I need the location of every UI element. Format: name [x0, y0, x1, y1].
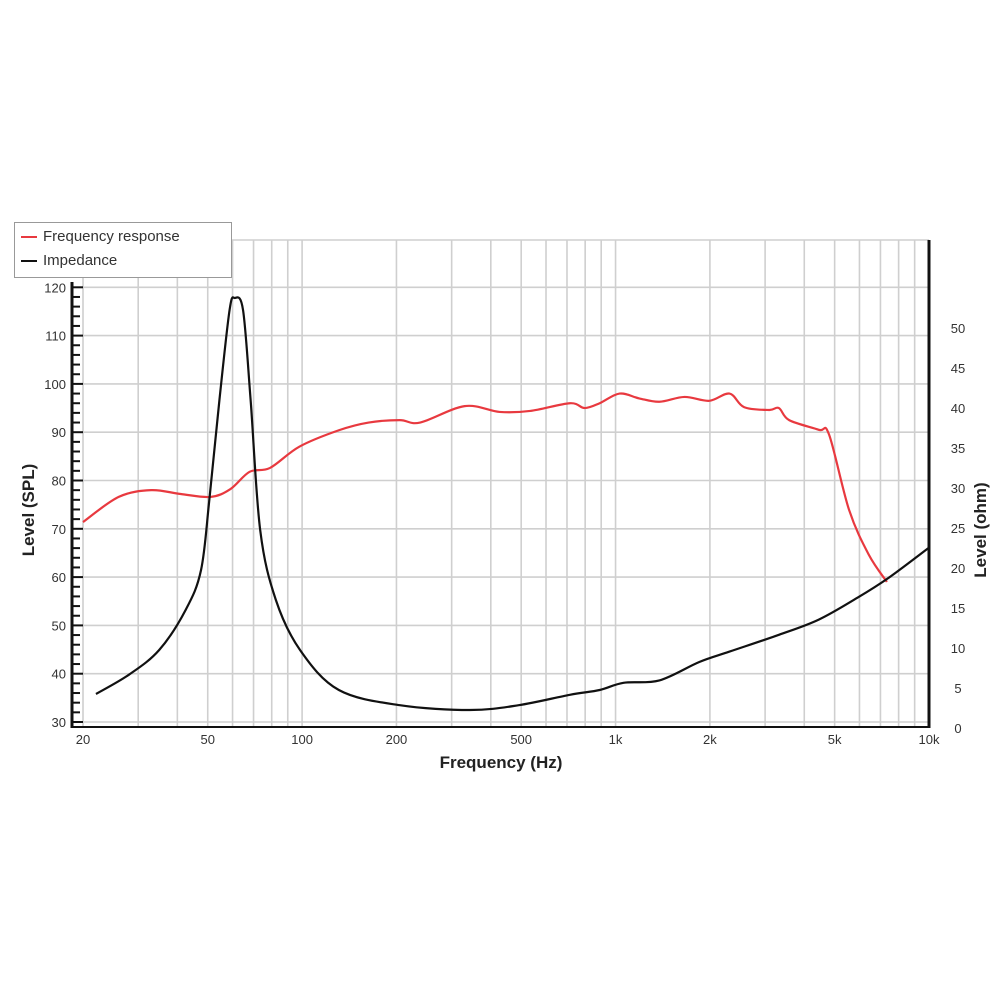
y-left-tick-label: 40 [52, 667, 66, 682]
legend-item-frequency-response: Frequency response [21, 228, 180, 245]
y-right-tick-label: 5 [954, 681, 961, 696]
x-tick-label: 50 [201, 732, 215, 747]
grid [82, 239, 930, 728]
y-right-tick-label: 45 [951, 361, 965, 376]
legend-item-impedance: Impedance [21, 252, 117, 269]
y-right-tick-label: 35 [951, 441, 965, 456]
x-tick-label: 500 [510, 732, 532, 747]
x-tick-label: 20 [76, 732, 90, 747]
y-right-tick-label: 25 [951, 521, 965, 536]
y-left-tick-label: 120 [44, 280, 66, 295]
legend-label: Frequency response [43, 228, 180, 245]
y-right-tick-label: 50 [951, 321, 965, 336]
y-left-tick-label: 80 [52, 474, 66, 489]
impedance-line [95, 296, 930, 712]
axes [70, 240, 931, 728]
y-right-tick-label: 40 [951, 401, 965, 416]
y-right-tick-label: 30 [951, 481, 965, 496]
x-tick-label: 5k [828, 732, 842, 747]
x-axis-label: Frequency (Hz) [440, 753, 563, 772]
y-left-tick-label: 70 [52, 522, 66, 537]
y-left-tick-label: 90 [52, 425, 66, 440]
y-left-tick-label: 110 [45, 329, 66, 344]
y-right-tick-label: 15 [951, 601, 965, 616]
y-axis-right-label: Level (ohm) [971, 482, 990, 577]
x-tick-label: 100 [291, 732, 313, 747]
tick-labels: 20 50 100 200 500 1k 2k 5k 10k304050607080901001… [44, 280, 965, 747]
legend: Frequency response Impedance [14, 222, 232, 278]
y-left-tick-label: 30 [52, 715, 66, 730]
legend-swatch-black [21, 259, 37, 262]
y-left-tick-label: 100 [44, 377, 66, 392]
y-left-tick-label: 60 [52, 570, 66, 585]
y-right-tick-label: 0 [954, 721, 961, 736]
frequency-response-line [82, 392, 888, 583]
legend-label: Impedance [43, 252, 118, 269]
x-tick-label: 200 [386, 732, 408, 747]
x-tick-label: 10k [919, 732, 940, 747]
y-left-tick-label: 50 [52, 618, 66, 633]
x-tick-label: 1k [609, 732, 623, 747]
y-axis-left-label: Level (SPL) [19, 464, 38, 557]
y-right-tick-label: 10 [951, 641, 965, 656]
series [82, 296, 930, 712]
legend-swatch-red [21, 235, 37, 238]
x-tick-label: 2k [703, 732, 717, 747]
y-right-tick-label: 20 [951, 561, 965, 576]
